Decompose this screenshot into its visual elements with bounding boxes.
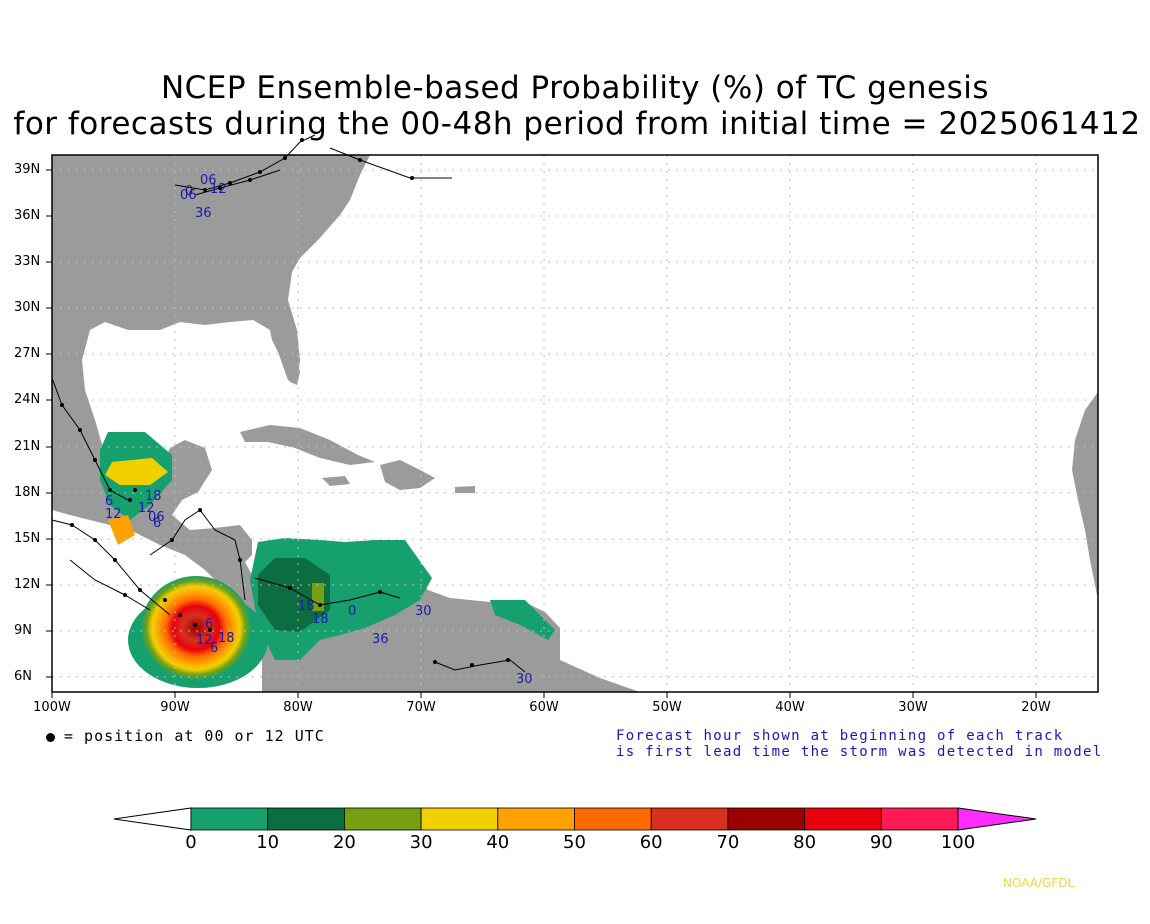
colorbar-swatch	[190, 807, 269, 831]
track-label: 30	[516, 672, 533, 687]
track-label: 6	[210, 641, 218, 656]
track-label: 06	[180, 188, 197, 203]
lon-label: 100W	[33, 700, 71, 715]
track-label: 18	[312, 612, 329, 627]
lon-label: 70W	[406, 700, 436, 715]
colorbar-label: 0	[185, 832, 197, 853]
map-gridlines	[52, 155, 1098, 692]
track-label: 18	[298, 599, 315, 614]
colorbar-swatch	[574, 807, 652, 831]
colorbar	[113, 807, 1037, 831]
title-line-2: for forecasts during the 00-48h period f…	[13, 106, 1141, 142]
colorbar-swatch	[880, 807, 959, 831]
colorbar-swatch	[650, 807, 729, 831]
land-puerto-rico	[455, 486, 475, 493]
forecast-note-line-1: Forecast hour shown at beginning of each…	[616, 728, 1064, 744]
track-label: 6	[153, 516, 161, 531]
position-legend-text: = position at 00 or 12 UTC	[64, 727, 325, 745]
prob-region-caribbean-dark	[258, 558, 330, 632]
position-dot-icon	[46, 733, 55, 742]
prob-region-mexico-orange	[108, 515, 135, 545]
colorbar-over-arrow	[957, 807, 1037, 831]
track-label: 12	[105, 507, 122, 522]
track-label: 6	[205, 617, 213, 632]
track-label: 18	[145, 489, 162, 504]
land-hispaniola	[380, 460, 435, 490]
track-hour-labels: 36 06 06 12 18 12 06 18 0 36 30 30 18 6 …	[105, 173, 533, 687]
lon-label: 80W	[283, 700, 313, 715]
prob-hotspot-core	[141, 576, 251, 680]
land-jamaica	[322, 476, 350, 486]
colorbar-label: 30	[409, 832, 433, 853]
lat-label: 9N	[14, 623, 32, 638]
colorbar-label: 10	[256, 832, 280, 853]
colorbar-label: 40	[486, 832, 510, 853]
lon-label: 60W	[529, 700, 559, 715]
map-frame	[51, 154, 1099, 693]
lat-label: 27N	[14, 346, 41, 361]
track-label: 18	[218, 631, 235, 646]
colorbar-swatch	[343, 807, 422, 831]
track-label: 0	[185, 184, 193, 199]
colorbar-swatch	[727, 807, 806, 831]
colorbar-label: 50	[563, 832, 586, 853]
forecast-note-line-2: is first lead time the storm was detecte…	[616, 744, 1103, 760]
track-label: 6	[105, 494, 113, 509]
lat-label: 39N	[14, 162, 41, 177]
lat-label: 21N	[14, 439, 41, 454]
track-label: 36	[195, 206, 212, 221]
colorbar-swatch	[420, 807, 499, 831]
track-position-dots	[60, 138, 510, 667]
land-africa	[1072, 392, 1098, 600]
lat-label: 30N	[14, 300, 41, 315]
colorbar-swatch	[267, 807, 345, 831]
colorbar-label: 60	[639, 832, 663, 853]
lon-label: 50W	[652, 700, 682, 715]
lon-label: 40W	[775, 700, 805, 715]
colorbar-label: 20	[332, 832, 356, 853]
track-label: 30	[415, 604, 432, 619]
lat-label: 6N	[14, 669, 32, 684]
colorbar-under-arrow	[113, 807, 192, 831]
prob-region-venezuela	[490, 600, 555, 640]
lat-label: 33N	[14, 254, 41, 269]
track-label: 12	[138, 501, 155, 516]
title-line-1: NCEP Ensemble-based Probability (%) of T…	[160, 70, 990, 106]
lat-label: 24N	[14, 392, 41, 407]
lat-label: 36N	[14, 208, 41, 223]
lat-label: 18N	[14, 485, 41, 500]
colorbar-label: 100	[940, 832, 976, 853]
colorbar-swatch	[804, 807, 882, 831]
credit-text: NOAA/GFDL	[1003, 876, 1075, 890]
track-label: 36	[372, 632, 389, 647]
lon-label: 90W	[160, 700, 190, 715]
track-label: 12	[196, 633, 213, 648]
track-label: 12	[210, 182, 227, 197]
lat-label: 12N	[14, 577, 41, 592]
track-label: 06	[148, 510, 165, 525]
colorbar-label: 80	[793, 832, 817, 853]
colorbar-label: 70	[716, 832, 740, 853]
land-florida	[268, 320, 300, 385]
lat-label: 15N	[14, 531, 41, 546]
colorbar-label: 90	[869, 832, 893, 853]
prob-region-mexico-yellow	[105, 458, 168, 485]
lon-label: 20W	[1021, 700, 1051, 715]
track-label: 06	[200, 173, 217, 188]
colorbar-swatch	[497, 807, 575, 831]
track-label: 0	[348, 604, 356, 619]
lon-label: 30W	[898, 700, 928, 715]
land-cuba	[240, 425, 375, 465]
